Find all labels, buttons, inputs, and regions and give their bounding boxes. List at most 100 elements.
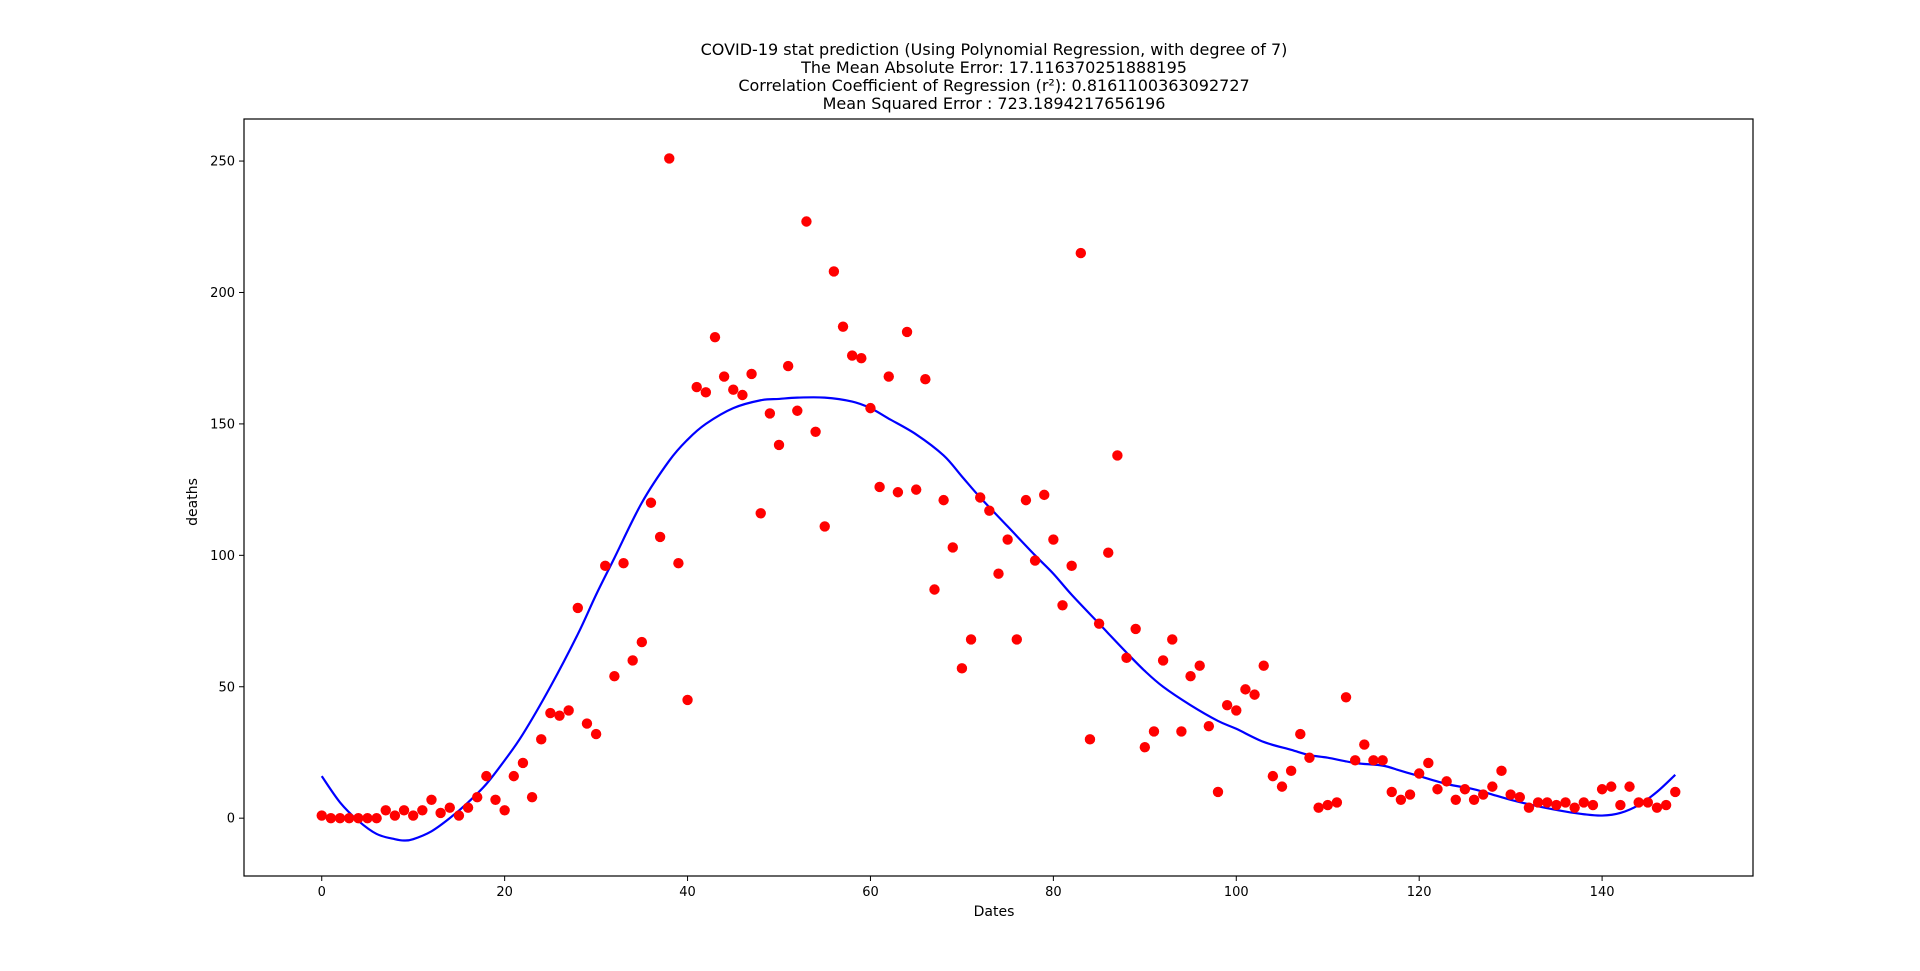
title-line-mse: Mean Squared Error : 723.1894217656196	[823, 94, 1166, 113]
data-point	[1368, 755, 1379, 766]
data-point	[1404, 789, 1416, 800]
data-point	[1496, 765, 1507, 777]
data-point	[691, 381, 702, 393]
data-point	[1322, 799, 1333, 811]
data-point	[472, 791, 483, 803]
data-point	[1532, 797, 1544, 808]
data-point	[654, 531, 666, 543]
data-point	[572, 602, 584, 614]
data-point	[901, 326, 913, 338]
data-point	[673, 558, 684, 569]
data-point	[536, 734, 547, 745]
data-point	[883, 371, 894, 382]
data-point	[1203, 720, 1215, 732]
data-point	[398, 805, 410, 816]
data-point	[343, 812, 355, 824]
data-point	[508, 770, 519, 782]
data-point	[1624, 781, 1635, 792]
data-point	[920, 374, 931, 385]
data-point	[828, 266, 840, 277]
data-point	[526, 791, 538, 803]
data-point	[993, 568, 1004, 579]
data-point	[1212, 786, 1224, 798]
data-point	[929, 584, 940, 595]
data-point	[1267, 770, 1279, 782]
data-point	[563, 705, 574, 716]
x-axis-label: Dates	[974, 904, 1015, 920]
data-point	[1377, 755, 1388, 766]
data-point	[1285, 765, 1297, 777]
data-point	[499, 805, 510, 816]
data-point	[334, 812, 346, 824]
data-point	[1167, 634, 1178, 645]
data-point	[938, 494, 949, 506]
data-point	[1066, 560, 1077, 572]
x-tick-label: 40	[679, 885, 696, 900]
data-point	[1413, 768, 1425, 779]
y-axis: 0 50 100 150 200 250	[210, 155, 244, 827]
data-point	[1075, 247, 1087, 259]
data-point	[1596, 784, 1608, 795]
data-point	[956, 663, 968, 674]
data-point	[1276, 781, 1288, 792]
data-point	[1349, 755, 1361, 766]
data-point	[636, 636, 648, 648]
data-point	[316, 810, 327, 821]
data-point	[1340, 692, 1352, 703]
axes-frame	[243, 118, 1754, 877]
data-point	[1176, 726, 1187, 737]
data-point	[444, 802, 455, 813]
data-point	[1112, 450, 1123, 461]
data-point	[407, 810, 419, 821]
data-point	[1587, 799, 1599, 811]
data-point	[590, 728, 602, 740]
data-point	[1395, 794, 1407, 805]
data-point	[1423, 757, 1434, 769]
x-tick-label: 0	[318, 885, 326, 900]
regression-fit-line	[320, 396, 1677, 842]
data-point	[764, 408, 776, 419]
data-point	[618, 558, 629, 569]
data-point	[1459, 784, 1471, 795]
data-point	[1468, 794, 1480, 805]
data-point	[1048, 534, 1059, 545]
x-axis: 0 20 40 60 80 100 120 140	[318, 876, 1615, 900]
data-point	[1642, 797, 1654, 808]
data-point	[481, 770, 492, 782]
data-point	[545, 707, 556, 719]
data-point	[380, 805, 391, 816]
data-point	[1615, 799, 1626, 811]
data-point	[1295, 728, 1306, 740]
data-point	[1313, 802, 1324, 813]
data-point	[1542, 797, 1553, 808]
data-point	[1249, 689, 1260, 700]
data-point	[682, 694, 693, 706]
x-tick-label: 80	[1045, 885, 1062, 900]
data-point	[453, 810, 465, 821]
data-point	[810, 426, 821, 437]
data-point	[965, 634, 977, 645]
data-point	[554, 710, 565, 721]
data-point	[746, 368, 757, 380]
data-point	[1185, 671, 1196, 682]
data-point	[728, 384, 739, 395]
y-tick-label: 250	[210, 155, 235, 170]
data-point	[1221, 699, 1233, 711]
data-point	[1331, 797, 1343, 808]
data-point	[1660, 799, 1672, 811]
data-point	[581, 718, 593, 729]
data-point	[1258, 660, 1269, 671]
chart-title: COVID-19 stat prediction (Using Polynomi…	[701, 40, 1288, 113]
data-point	[865, 402, 876, 414]
data-point	[490, 794, 501, 805]
data-point	[819, 521, 830, 532]
data-point	[362, 812, 373, 824]
data-point	[856, 352, 867, 364]
x-tick-label: 60	[862, 885, 879, 900]
title-line-r2: Correlation Coefficient of Regression (r…	[738, 76, 1249, 95]
y-axis-label: deaths	[185, 478, 201, 526]
data-point	[664, 153, 675, 164]
data-point	[837, 321, 849, 332]
data-point	[1551, 799, 1562, 811]
